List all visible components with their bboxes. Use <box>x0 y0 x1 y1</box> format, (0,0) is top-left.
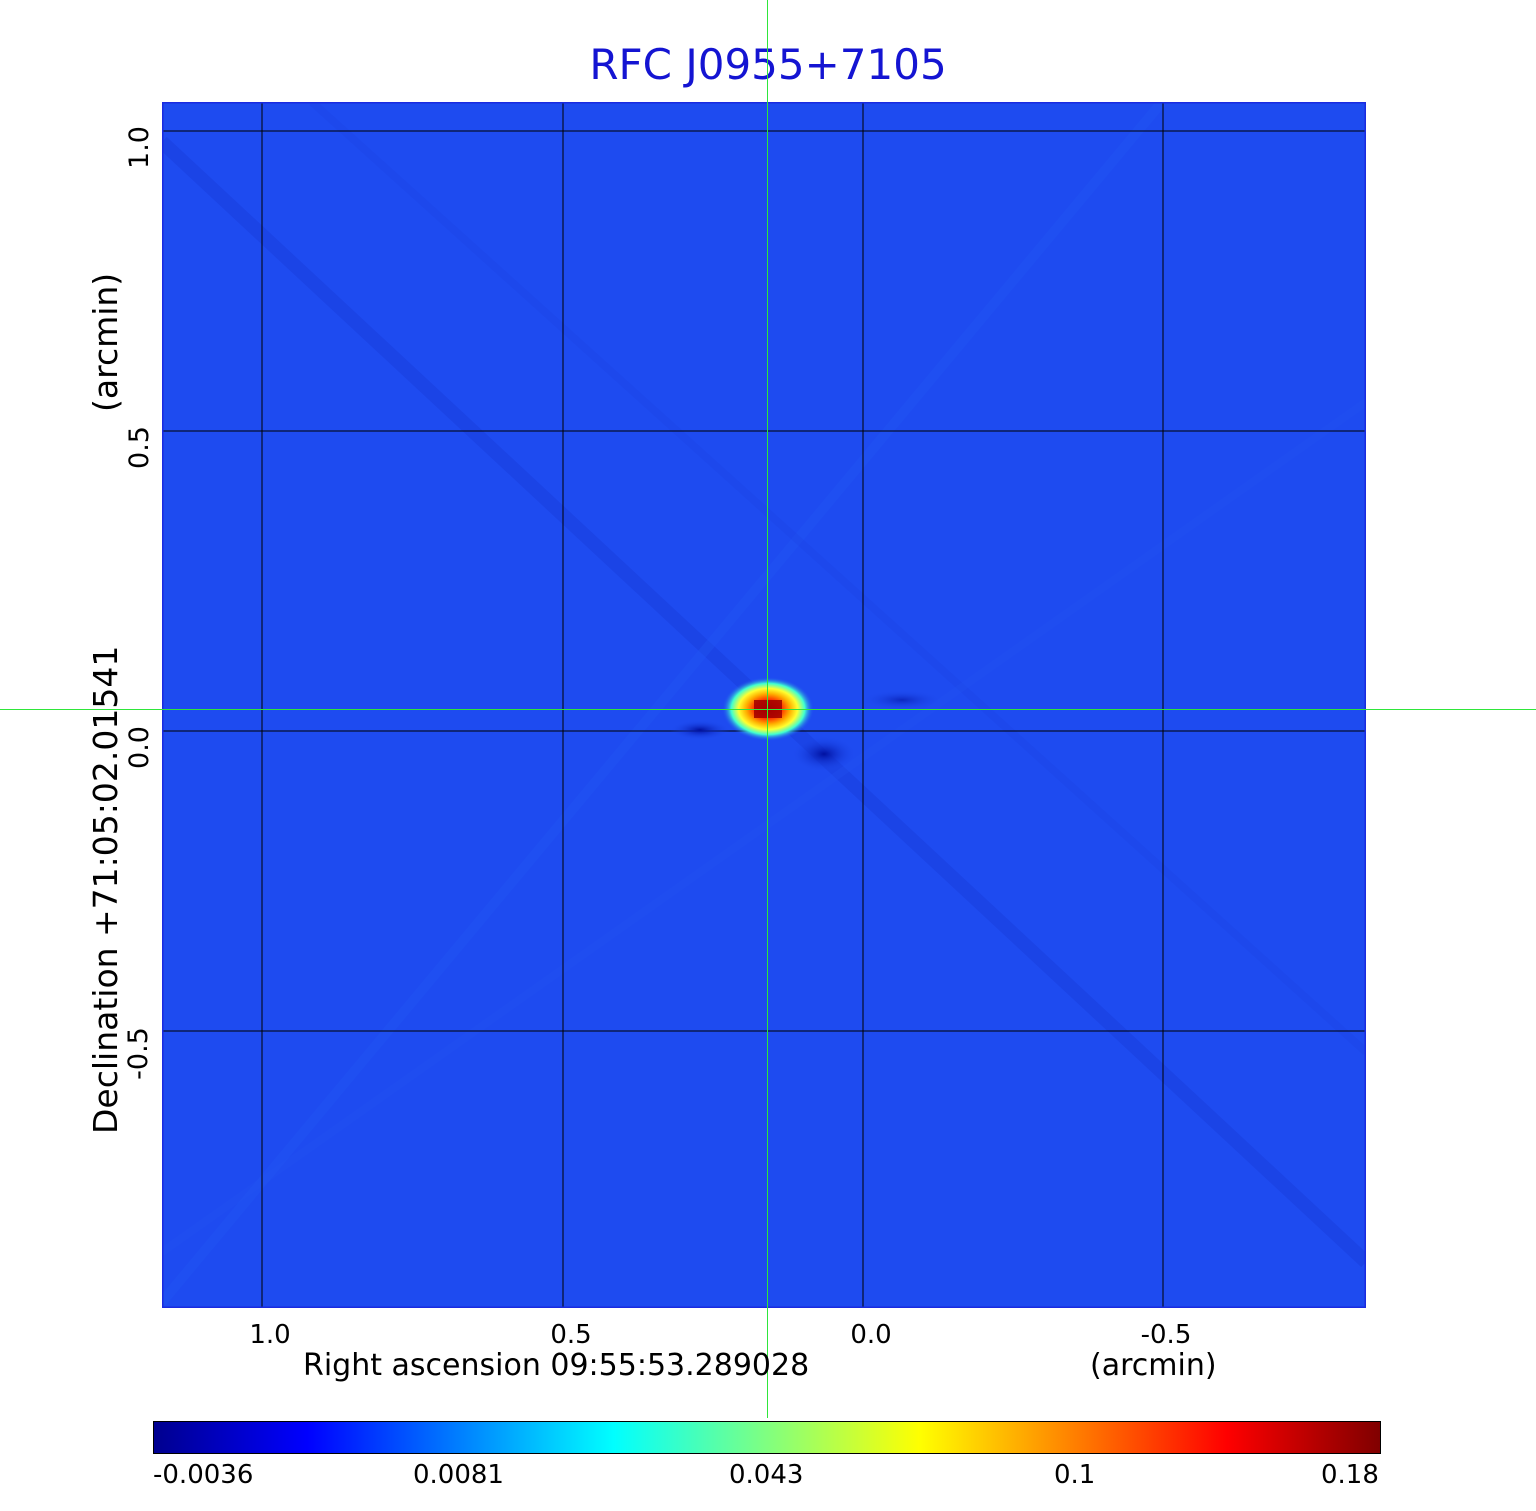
image-plot-area[interactable] <box>162 102 1366 1308</box>
colorbar-tick-label: 0.0081 <box>413 1460 504 1490</box>
x-axis-label: Right ascension 09:55:53.289028 <box>303 1348 810 1383</box>
x-tick-label: 0.5 <box>550 1320 592 1350</box>
sidelobe-streak <box>162 102 1166 1306</box>
colorbar-tick-label: 0.043 <box>729 1460 804 1490</box>
colorbar-tick-label: 0.1 <box>1054 1460 1096 1490</box>
y-tick-label: -0.5 <box>122 1027 154 1080</box>
x-tick-label: -0.5 <box>1140 1320 1192 1350</box>
negative-lobe <box>792 736 856 772</box>
sidelobe-streak <box>162 398 1366 1256</box>
negative-lobe <box>862 690 942 710</box>
y-tick-label: 1.0 <box>123 126 155 169</box>
y-tick-label: 0.5 <box>123 426 155 469</box>
x-tick-label: 1.0 <box>249 1320 291 1350</box>
y-tick-label: 0.0 <box>123 726 155 769</box>
x-axis-unit: (arcmin) <box>1090 1348 1217 1383</box>
crosshair-horizontal <box>0 709 1536 710</box>
colorbar <box>153 1421 1381 1454</box>
sidelobe-streak <box>309 102 1366 1055</box>
colorbar-tick-label: 0.18 <box>1321 1460 1379 1490</box>
y-axis-unit: (arcmin) <box>86 272 125 412</box>
x-tick-label: 0.0 <box>850 1320 892 1350</box>
radio-map-image <box>162 102 1366 1308</box>
negative-lobe <box>670 720 730 740</box>
colorbar-tick-label: -0.0036 <box>153 1460 254 1490</box>
chart-title: RFC J0955+7105 <box>589 40 947 89</box>
y-axis-label: Declination +71:05:02.01541 <box>86 645 125 1134</box>
